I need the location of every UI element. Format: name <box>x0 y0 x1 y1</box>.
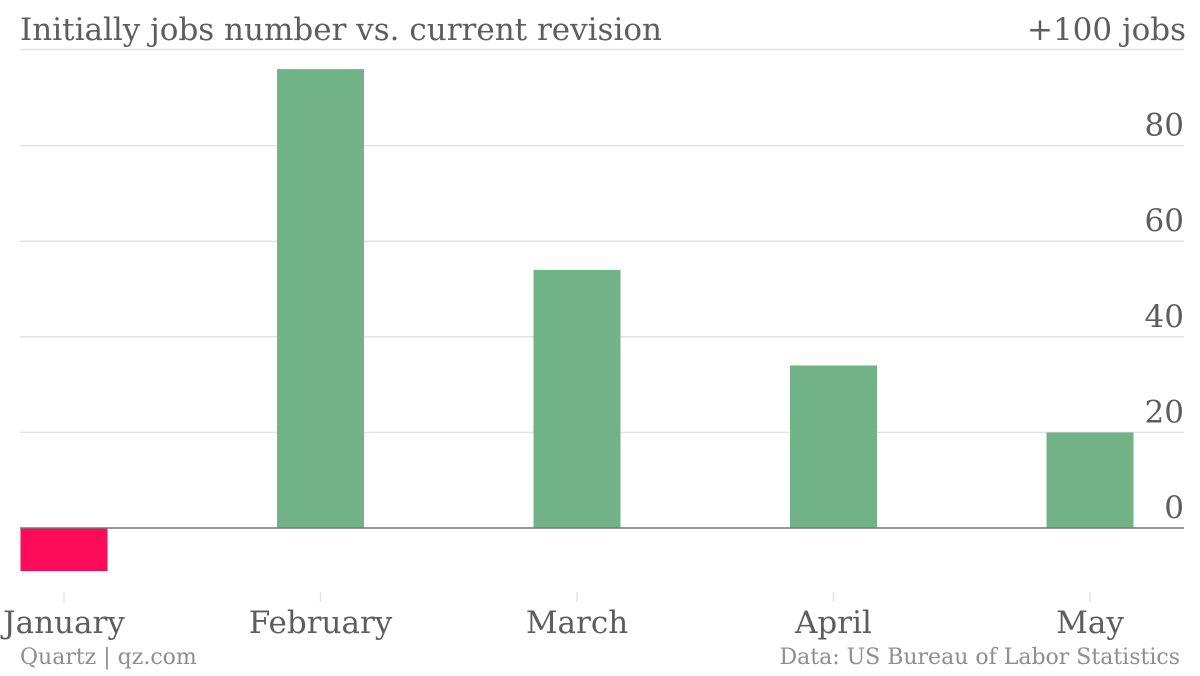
x-tick-label: May <box>1056 605 1124 641</box>
bar-may <box>1046 432 1134 528</box>
x-tick-label: February <box>249 605 393 641</box>
data-source-text: Data: US Bureau of Labor Statistics <box>779 645 1180 670</box>
x-tick-label: January <box>0 605 125 641</box>
credit-text: Quartz | qz.com <box>20 645 197 670</box>
y-axis-unit-label: +100 jobs <box>1026 12 1186 48</box>
bar-march <box>533 269 621 528</box>
chart-title: Initially jobs number vs. current revisi… <box>20 12 663 48</box>
y-tick-label: 80 <box>1145 108 1184 144</box>
bar-january <box>20 528 108 572</box>
bar-february <box>277 69 364 529</box>
y-tick-label: 20 <box>1145 394 1184 430</box>
y-tick-label: 60 <box>1145 203 1184 239</box>
y-tick-label: 40 <box>1145 299 1184 335</box>
y-tick-label: 0 <box>1164 490 1184 526</box>
x-tick-label: March <box>526 605 628 641</box>
bar-april <box>790 365 877 528</box>
x-tick-label: April <box>794 605 872 641</box>
